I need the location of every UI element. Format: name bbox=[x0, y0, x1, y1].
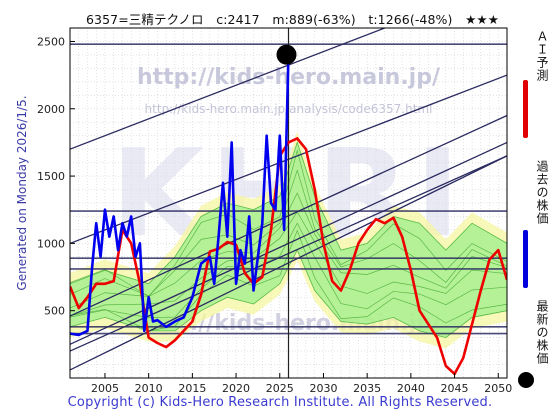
x-tick-label: 2050 bbox=[484, 382, 512, 395]
x-tick-label: 2040 bbox=[397, 382, 425, 395]
x-tick-label: 2030 bbox=[309, 382, 337, 395]
plot-frame bbox=[69, 27, 508, 379]
y-tick-label: 1500 bbox=[37, 170, 65, 183]
past-price-line bbox=[70, 52, 290, 337]
legend-ai-swatch bbox=[523, 80, 528, 138]
legend: ＡＩ予測 過去の株価 最新の株価 bbox=[516, 28, 556, 388]
copyright-notice: Copyright (c) Kids-Hero Research Institu… bbox=[67, 395, 493, 410]
forecast-band-scenario bbox=[70, 169, 507, 297]
generated-date-label: Generated on Monday 2026/1/5. bbox=[15, 95, 29, 291]
y-tick-label: 2000 bbox=[37, 103, 65, 116]
legend-ai-label: ＡＩ予測 bbox=[535, 30, 549, 82]
plot-area: KHRIhttp://kids-hero.main.jp/http://kids… bbox=[70, 28, 507, 378]
y-tick-label: 2500 bbox=[37, 35, 65, 48]
forecast-band-scenario bbox=[70, 222, 507, 318]
chart-title: 6357=三精テクノロ c:2417 m:889(-63%) t:1266(-4… bbox=[86, 12, 500, 27]
legend-past-price: 過去の株価 bbox=[516, 160, 556, 290]
legend-latest-dot bbox=[518, 372, 534, 388]
x-tick-label: 2035 bbox=[353, 382, 381, 395]
legend-past-swatch bbox=[523, 230, 528, 288]
y-tick-label: 1000 bbox=[37, 237, 65, 250]
x-tick-label: 2045 bbox=[441, 382, 469, 395]
latest-price-marker bbox=[276, 44, 297, 65]
forecast-band-scenario bbox=[70, 192, 507, 309]
legend-latest-label: 最新の株価 bbox=[535, 300, 549, 365]
x-tick-label: 2025 bbox=[266, 382, 294, 395]
x-tick-label: 2020 bbox=[222, 382, 250, 395]
legend-past-label: 過去の株価 bbox=[535, 160, 549, 225]
x-tick-label: 2015 bbox=[178, 382, 206, 395]
legend-latest-price: 最新の株価 bbox=[516, 300, 556, 390]
x-tick-label: 2005 bbox=[91, 382, 119, 395]
forecast-band-scenario bbox=[70, 149, 507, 298]
legend-ai-forecast: ＡＩ予測 bbox=[516, 28, 556, 138]
x-tick-label: 2010 bbox=[135, 382, 163, 395]
y-tick-label: 500 bbox=[44, 305, 65, 318]
